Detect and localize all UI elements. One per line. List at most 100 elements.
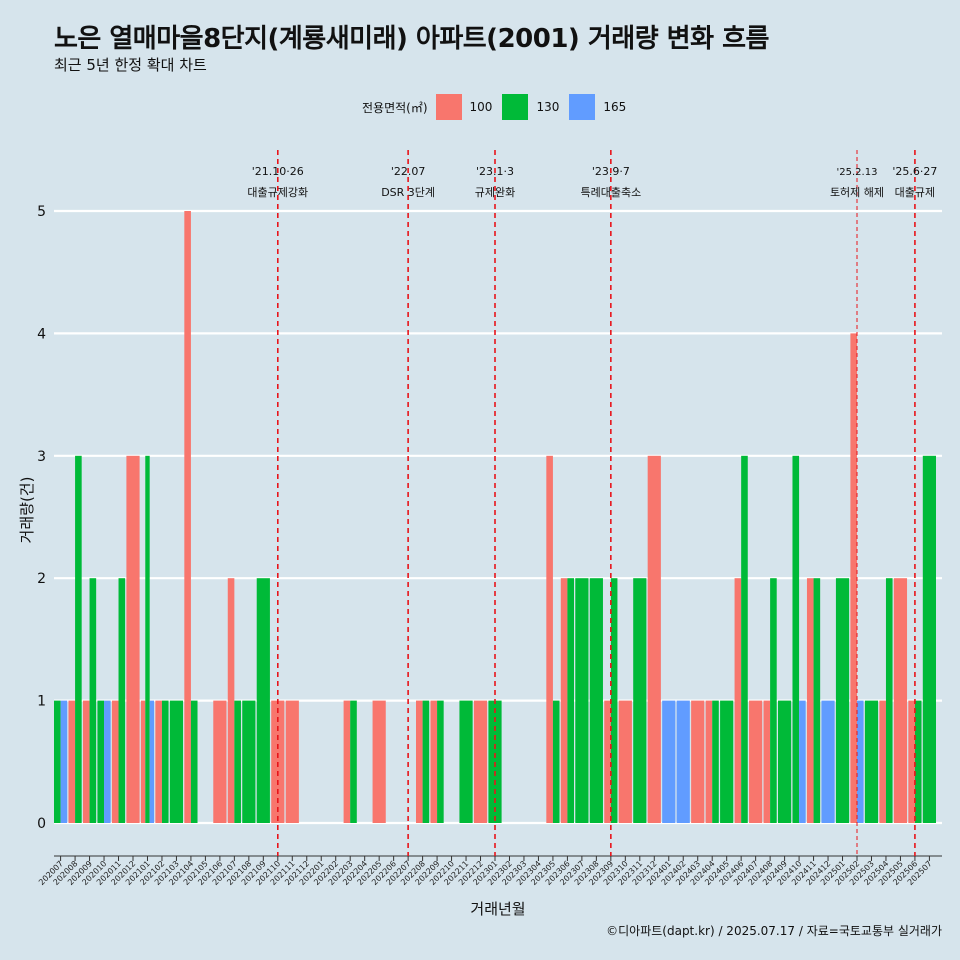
bar-165-202007 xyxy=(60,700,68,823)
bar-165-202402 xyxy=(676,700,690,823)
bar-130-202108 xyxy=(242,700,256,823)
bar-130-202008 xyxy=(75,455,82,823)
legend: 전용면적(㎡) 100 130 165 xyxy=(362,92,636,122)
chart-title: 노은 열매마을8단지(계룡새미래) 아파트(2001) 거래량 변화 흐름 xyxy=(54,24,769,54)
bar-100-202106 xyxy=(213,700,227,823)
annotation-date: '25.6·27 xyxy=(892,165,937,178)
bar-165-202502 xyxy=(857,700,864,823)
bar-100-202506 xyxy=(908,700,915,823)
bar-130-202007 xyxy=(54,700,61,823)
bar-165-202401 xyxy=(662,700,676,823)
bar-100-202205 xyxy=(372,700,386,823)
bar-130-202305 xyxy=(552,700,560,823)
bar-100-202502 xyxy=(850,333,857,823)
annotation-label: 대출규제 xyxy=(895,186,935,199)
bar-100-202209 xyxy=(430,700,438,823)
legend-swatch-165 xyxy=(569,94,596,120)
bar-130-202506 xyxy=(914,700,922,823)
bar-130-202307 xyxy=(575,578,589,823)
bar-100-202406 xyxy=(734,578,742,823)
bar-100-202305 xyxy=(546,455,553,823)
bar-100-202011 xyxy=(111,700,119,823)
annotation-label: 특례대출축소 xyxy=(580,186,641,199)
bar-130-202203 xyxy=(350,700,357,823)
bar-130-202408 xyxy=(770,578,777,823)
source-caption: ©디아파트(dapt.kr) / 2025.07.17 / 자료=국토교통부 실… xyxy=(606,924,942,938)
annotation-label: DSR 3단계 xyxy=(381,186,435,199)
bar-100-202107 xyxy=(227,578,235,823)
bar-100-202309 xyxy=(604,700,611,823)
bar-100-202208 xyxy=(416,700,423,823)
bar-100-202310 xyxy=(618,700,632,823)
annotation-date: '23.9·7 xyxy=(592,165,630,178)
legend-item-100: 100 xyxy=(435,94,493,120)
bar-130-202406 xyxy=(741,455,748,823)
bar-130-202104 xyxy=(190,700,198,823)
annotation-label: 규제완화 xyxy=(475,186,515,199)
x-axis-title: 거래년월 xyxy=(470,900,525,918)
bar-130-202503 xyxy=(864,700,879,823)
bar-100-202306 xyxy=(560,578,568,823)
bar-100-202404 xyxy=(705,700,713,823)
bar-100-202110 xyxy=(271,700,285,823)
bar-130-202309 xyxy=(610,578,618,823)
bar-130-202209 xyxy=(437,700,444,823)
bar-165-202010 xyxy=(104,700,111,823)
bar-100-202101 xyxy=(140,700,146,823)
bar-130-202410 xyxy=(792,455,800,823)
bar-130-202109 xyxy=(256,578,270,823)
annotation-label: 대출규제강화 xyxy=(247,186,308,199)
bar-130-202009 xyxy=(89,578,97,823)
bar-165-202410 xyxy=(799,700,806,823)
bar-130-202311 xyxy=(633,578,647,823)
bar-165-202412 xyxy=(821,700,835,823)
bar-100-202505 xyxy=(893,578,908,823)
bar-130-202101 xyxy=(145,455,150,823)
bar-130-202411 xyxy=(813,578,821,823)
bar-100-202102 xyxy=(155,700,162,823)
legend-title: 전용면적(㎡) xyxy=(362,100,428,115)
annotation-date: '22.07 xyxy=(391,165,426,178)
bar-130-202208 xyxy=(422,700,430,823)
bar-130-202102 xyxy=(161,700,169,823)
y-tick-label: 4 xyxy=(37,326,46,342)
y-tick-label: 5 xyxy=(37,204,46,220)
bar-100-202104 xyxy=(184,211,191,823)
bar-130-202404 xyxy=(712,700,719,823)
y-tick-label: 2 xyxy=(37,571,46,587)
legend-label-130: 130 xyxy=(536,100,560,114)
legend-label-100: 100 xyxy=(469,100,493,114)
bar-130-202011 xyxy=(118,578,126,823)
bar-100-202111 xyxy=(285,700,299,823)
y-tick-label: 3 xyxy=(37,449,46,465)
bar-100-202203 xyxy=(343,700,351,823)
bar-130-202308 xyxy=(589,578,603,823)
legend-swatch-100 xyxy=(435,94,462,120)
bar-130-202103 xyxy=(169,700,184,823)
annotation-date: '21.10·26 xyxy=(252,165,304,178)
legend-item-130: 130 xyxy=(502,94,559,120)
annotation-label: 토허제 해제 xyxy=(830,185,884,199)
bar-165-202101 xyxy=(149,700,155,823)
bar-130-202010 xyxy=(97,700,105,823)
bar-130-202405 xyxy=(720,700,734,823)
y-tick-label: 0 xyxy=(37,816,46,832)
bar-100-202411 xyxy=(806,578,814,823)
bar-100-202407 xyxy=(749,700,763,823)
bar-130-202501 xyxy=(835,578,850,823)
bar-100-202009 xyxy=(82,700,90,823)
bar-130-202409 xyxy=(778,700,792,823)
bar-130-202301 xyxy=(488,700,502,823)
bar-130-202504 xyxy=(885,578,893,823)
bar-100-202408 xyxy=(763,700,771,823)
bar-100-202212 xyxy=(473,700,488,823)
annotation-date: '25.2.13 xyxy=(837,167,878,178)
bar-100-202504 xyxy=(879,700,886,823)
annotation-date: '23.1·3 xyxy=(476,165,514,178)
bar-100-202403 xyxy=(691,700,705,823)
bar-130-202107 xyxy=(234,700,241,823)
chart-subtitle: 최근 5년 한정 확대 차트 xyxy=(54,56,207,74)
bar-130-202306 xyxy=(567,578,574,823)
legend-swatch-130 xyxy=(502,94,529,120)
